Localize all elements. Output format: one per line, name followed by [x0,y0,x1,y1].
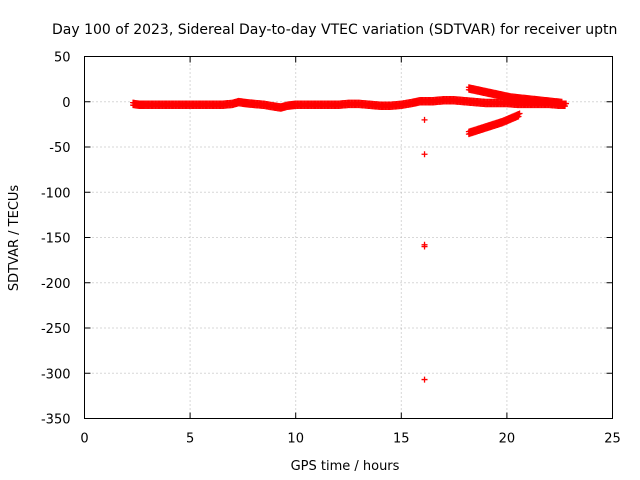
outliers-point [421,151,428,158]
lower-branch-point [516,110,523,117]
x-tick-label: 25 [604,432,621,447]
y-tick-label: -350 [41,413,71,428]
outliers-point [421,116,428,123]
y-tick-label: -300 [41,367,71,382]
x-tick-label: 15 [393,432,410,447]
x-axis-label: GPS time / hours [291,459,400,474]
x-tick-label: 0 [80,432,88,447]
y-tick-label: -200 [41,277,71,292]
grid-lines [84,56,613,419]
y-axis-label: SDTVAR / TECUs [7,185,22,292]
x-tick-label: 10 [287,432,304,447]
outliers-point [421,376,428,383]
y-tick-label: -100 [41,186,71,201]
y-tick-label: -250 [41,322,71,337]
chart-title: Day 100 of 2023, Sidereal Day-to-day VTE… [52,22,617,38]
axis-ticks: 0 5 10 15 20 25 50 0 -50 -100 -150 -200 -250 -300 -350 [41,51,621,447]
outliers-point [421,243,428,250]
y-tick-label: -50 [49,141,70,156]
upper-branch-point [558,98,565,105]
y-tick-label: 0 [62,96,70,111]
data-points [130,84,570,383]
y-tick-label: 50 [54,51,71,66]
y-tick-label: -150 [41,232,71,247]
x-tick-label: 5 [186,432,194,447]
main-band-point [563,100,570,107]
lower-branch-point [515,113,522,120]
x-tick-label: 20 [499,432,516,447]
